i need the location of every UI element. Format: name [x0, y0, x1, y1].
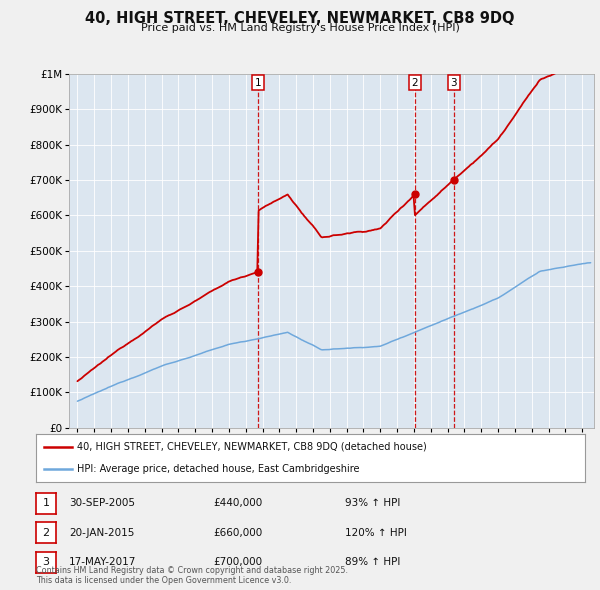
Text: £440,000: £440,000 — [213, 499, 262, 508]
Text: 40, HIGH STREET, CHEVELEY, NEWMARKET, CB8 9DQ: 40, HIGH STREET, CHEVELEY, NEWMARKET, CB… — [85, 11, 515, 25]
Text: 20-JAN-2015: 20-JAN-2015 — [69, 528, 134, 537]
Text: HPI: Average price, detached house, East Cambridgeshire: HPI: Average price, detached house, East… — [77, 464, 359, 474]
Text: 2: 2 — [43, 528, 49, 537]
Text: 3: 3 — [451, 78, 457, 87]
Text: £700,000: £700,000 — [213, 558, 262, 567]
Text: Contains HM Land Registry data © Crown copyright and database right 2025.
This d: Contains HM Land Registry data © Crown c… — [36, 566, 348, 585]
Text: 1: 1 — [43, 499, 49, 508]
Text: £660,000: £660,000 — [213, 528, 262, 537]
Text: Price paid vs. HM Land Registry's House Price Index (HPI): Price paid vs. HM Land Registry's House … — [140, 23, 460, 33]
Text: 3: 3 — [43, 558, 49, 567]
Text: 17-MAY-2017: 17-MAY-2017 — [69, 558, 136, 567]
Text: 1: 1 — [255, 78, 262, 87]
Text: 40, HIGH STREET, CHEVELEY, NEWMARKET, CB8 9DQ (detached house): 40, HIGH STREET, CHEVELEY, NEWMARKET, CB… — [77, 442, 427, 452]
Text: 2: 2 — [412, 78, 418, 87]
Text: 120% ↑ HPI: 120% ↑ HPI — [345, 528, 407, 537]
Text: 93% ↑ HPI: 93% ↑ HPI — [345, 499, 400, 508]
Text: 30-SEP-2005: 30-SEP-2005 — [69, 499, 135, 508]
Text: 89% ↑ HPI: 89% ↑ HPI — [345, 558, 400, 567]
